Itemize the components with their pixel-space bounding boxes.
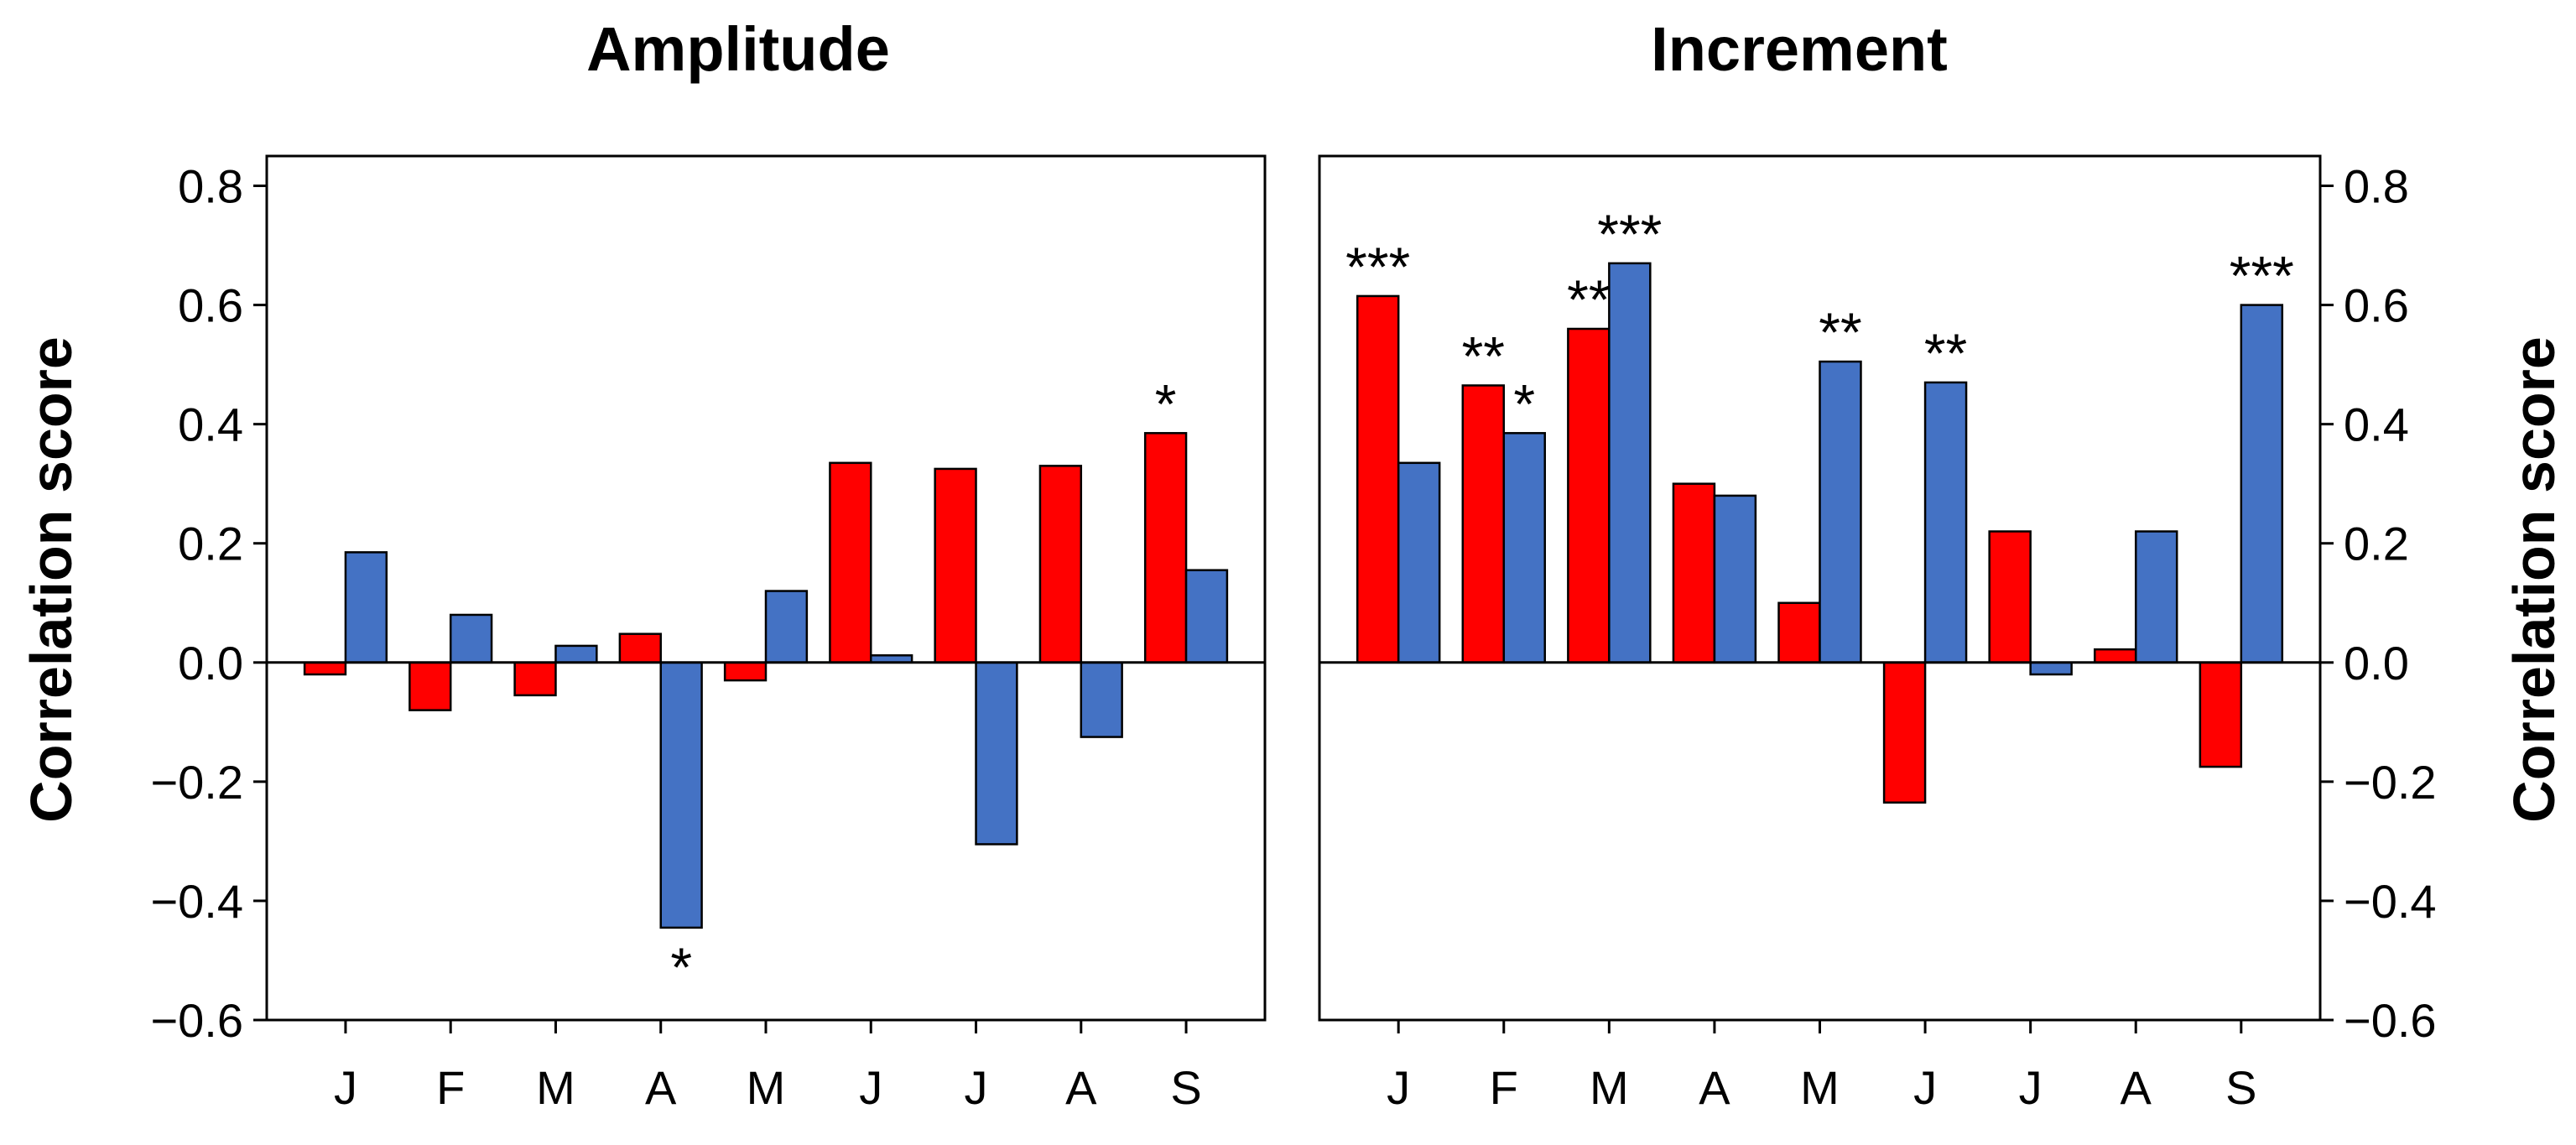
amplitude-bar-blue-4: [659, 661, 703, 929]
increment-x-tick-label: J: [1913, 1061, 1937, 1114]
amplitude-bar-red-9: [1143, 432, 1188, 664]
amplitude-x-tick-label: A: [1065, 1061, 1097, 1114]
amplitude-bar-red-3: [513, 661, 557, 697]
amplitude-y-tick-label: 0.8: [178, 160, 243, 213]
increment-x-tick-label: J: [1387, 1061, 1410, 1114]
increment-significance-red-1: ***: [1345, 236, 1410, 298]
amplitude-significance-red-9: *: [1155, 372, 1177, 435]
increment-x-tick-label: A: [2121, 1061, 2152, 1114]
increment-bar-blue-6: [1923, 381, 1968, 664]
amplitude-y-tick-label: −0.6: [150, 994, 243, 1047]
amplitude-y-tick-label: 0.2: [178, 518, 243, 570]
increment-y-tick-label: 0.2: [2344, 518, 2409, 570]
increment-title: Increment: [1651, 14, 1948, 84]
amplitude-y-tick-label: 0.4: [178, 398, 243, 451]
amplitude-bar-red-8: [1038, 465, 1083, 664]
amplitude-bar-blue-3: [554, 644, 598, 664]
increment-x-tick-label: M: [1590, 1061, 1629, 1114]
amplitude-bar-red-4: [618, 632, 662, 664]
amplitude-x-tick-label: F: [436, 1061, 465, 1114]
amplitude-significance-blue-4: *: [670, 936, 692, 998]
amplitude-panel: Amplitude Correlation score 0.8 0.6 0.4 0.2 0.…: [18, 14, 1267, 1114]
increment-significance-blue-9: ***: [2230, 245, 2294, 307]
increment-bar-blue-8: [2134, 530, 2178, 664]
increment-bar-red-1: [1356, 294, 1400, 664]
increment-panel: Increment Correlation score 0.8 0.6 0.4 0.2 0.…: [1318, 14, 2567, 1114]
increment-x-tick-label: J: [2019, 1061, 2043, 1114]
amplitude-bar-blue-1: [344, 551, 388, 664]
increment-significance-blue-3: ***: [1597, 203, 1662, 265]
increment-y-tick-label: −0.6: [2344, 994, 2437, 1047]
increment-bar-blue-9: [2240, 304, 2284, 664]
increment-bar-blue-2: [1502, 432, 1546, 664]
amplitude-bar-red-1: [303, 661, 347, 676]
increment-significance-blue-6: **: [1924, 322, 1967, 384]
increment-significance-blue-2: *: [1513, 372, 1535, 435]
amplitude-x-tick-label: S: [1170, 1061, 1201, 1114]
increment-y-tick-label: 0.0: [2344, 637, 2409, 690]
increment-bar-blue-4: [1713, 494, 1757, 664]
increment-y-tick-label: −0.2: [2344, 756, 2437, 809]
amplitude-x-tick-label: M: [747, 1061, 786, 1114]
increment-bar-red-5: [1777, 601, 1821, 664]
increment-bar-red-6: [1882, 661, 1927, 804]
amplitude-x-tick-label: M: [536, 1061, 575, 1114]
increment-bar-blue-5: [1819, 360, 1862, 664]
increment-bar-blue-1: [1397, 461, 1441, 664]
increment-bar-blue-7: [2029, 661, 2073, 676]
amplitude-x-tick-label: J: [859, 1061, 882, 1114]
increment-y-axis-label: Correlation score: [2501, 336, 2567, 823]
increment-x-tick-label: A: [1699, 1061, 1730, 1114]
amplitude-x-tick-label: J: [965, 1061, 988, 1114]
amplitude-bar-red-7: [934, 467, 977, 664]
increment-x-tick-label: S: [2225, 1061, 2256, 1114]
increment-significance-red-3: **: [1567, 268, 1610, 330]
increment-significance-blue-5: **: [1819, 301, 1861, 363]
increment-bar-red-7: [1988, 530, 2032, 664]
increment-bar-blue-3: [1608, 262, 1652, 664]
amplitude-y-tick-label: 0.6: [178, 279, 243, 332]
amplitude-bar-blue-2: [449, 613, 493, 664]
increment-significance-red-2: **: [1462, 325, 1505, 387]
amplitude-y-tick-label: 0.0: [178, 637, 243, 690]
increment-x-tick-label: M: [1800, 1061, 1840, 1114]
amplitude-y-tick-label: −0.2: [150, 756, 243, 809]
amplitude-bar-red-5: [723, 661, 768, 682]
increment-bar-red-4: [1672, 482, 1716, 664]
increment-x-tick-label: F: [1490, 1061, 1518, 1114]
increment-y-tick-label: 0.4: [2344, 398, 2409, 451]
amplitude-bar-red-6: [829, 461, 872, 664]
amplitude-bar-blue-7: [975, 661, 1018, 846]
increment-y-tick-label: 0.8: [2344, 160, 2409, 213]
increment-bar-red-9: [2199, 661, 2243, 768]
increment-y-tick-label: −0.4: [2344, 875, 2437, 928]
amplitude-title: Amplitude: [586, 14, 890, 84]
amplitude-bar-blue-8: [1080, 661, 1123, 738]
increment-bar-red-3: [1567, 327, 1611, 664]
amplitude-x-tick-label: A: [645, 1061, 677, 1114]
increment-y-tick-label: 0.6: [2344, 279, 2409, 332]
amplitude-y-tick-label: −0.4: [150, 875, 243, 928]
amplitude-plot-frame: [265, 154, 1267, 1022]
amplitude-bar-red-2: [409, 661, 452, 711]
amplitude-x-tick-label: J: [334, 1061, 357, 1114]
increment-bar-red-8: [2094, 648, 2137, 664]
increment-bar-red-2: [1461, 384, 1506, 664]
amplitude-y-axis-label: Correlation score: [18, 336, 84, 823]
amplitude-bar-blue-5: [764, 590, 809, 664]
amplitude-bar-blue-9: [1184, 569, 1229, 664]
